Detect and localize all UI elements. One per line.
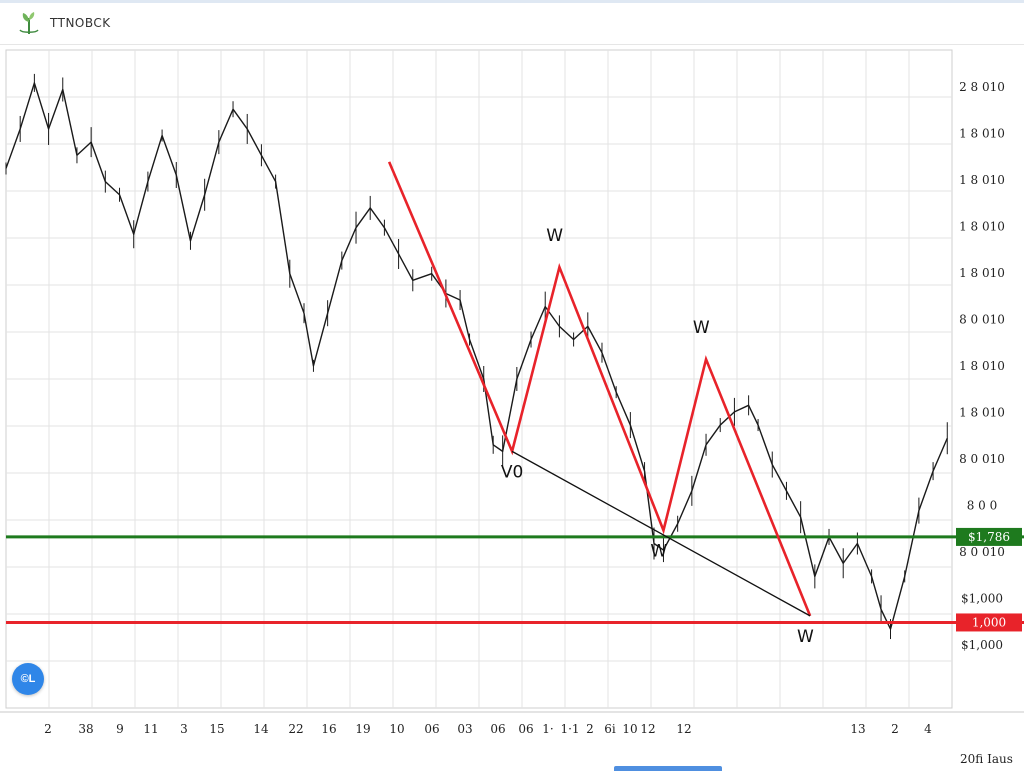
y-tick-label: 1 8 010: [959, 266, 1005, 280]
x-tick-label: 06: [424, 722, 439, 736]
y-tick-label: 1 8 010: [959, 220, 1005, 234]
x-tick-label: 1·: [542, 722, 553, 736]
y-tick-label: 2 8 010: [959, 80, 1005, 94]
x-tick-label: 12: [640, 722, 655, 736]
x-tick-label: 6i: [604, 722, 616, 736]
support-label: $1,786: [968, 530, 1010, 544]
x-tick-label: 3: [180, 722, 188, 736]
x-tick-label: 2: [44, 722, 52, 736]
x-axis: 2 38 9 11 3 15 14 22 16 19 10 06 03 06 06 1· 1·1 2 6i 10 12 1…: [0, 711, 1024, 736]
wave-label: W: [650, 542, 667, 562]
wave-label: W: [693, 318, 710, 338]
top-bar: TTNOBCK: [0, 0, 1024, 45]
x-tick-label: 19: [355, 722, 370, 736]
resistance-label: 1,000: [972, 615, 1006, 629]
x-tick-label: 16: [321, 722, 336, 736]
resistance-tag: [956, 613, 1022, 632]
y-tick-label: $1,000: [961, 592, 1003, 606]
wave-label: W: [797, 627, 814, 647]
x-tick-label: 10: [622, 722, 637, 736]
wave-label: V0: [501, 463, 523, 483]
price-levels: $1,786 1,000: [6, 527, 1024, 632]
x-tick-label: 9: [116, 722, 124, 736]
corner-label: 20fi Iaus: [960, 752, 1013, 766]
chart-grid: [5, 49, 953, 709]
y-tick-label: 8 0 0: [967, 499, 998, 513]
wave-line: [387, 161, 812, 617]
y-tick-label: $1,000: [961, 638, 1003, 652]
x-tick-label: 4: [924, 722, 932, 736]
x-tick-label: 06: [518, 722, 533, 736]
x-tick-label: 14: [253, 722, 269, 736]
y-tick-label: 1 8 010: [959, 406, 1005, 420]
x-tick-label: 06: [490, 722, 505, 736]
x-tick-label: 13: [850, 722, 865, 736]
wave-pattern: [387, 161, 812, 617]
x-tick-label: 2: [586, 722, 594, 736]
y-tick-label: 8 0 010: [959, 545, 1005, 559]
y-tick-label: 1 8 010: [959, 127, 1005, 141]
price-line: [5, 82, 948, 630]
y-tick-label: 8 0 010: [959, 452, 1005, 466]
brand-name: TTNOBCK: [50, 16, 111, 30]
x-tick-label: 11: [143, 722, 158, 736]
support-tag: [956, 527, 1022, 546]
x-tick-label: 12: [676, 722, 691, 736]
y-axis: 2 8 010 1 8 010 1 8 010 1 8 010 1 8 010 8 0 0…: [959, 80, 1005, 652]
wave-label: W: [546, 226, 563, 246]
x-tick-label: 38: [78, 722, 93, 736]
wave-labels: W W V0 W W: [501, 226, 814, 647]
trendline: [511, 450, 811, 617]
chat-bubble-icon[interactable]: ©L: [12, 663, 44, 695]
y-tick-label: 8 0 010: [959, 313, 1005, 327]
x-tick-label: 1·1: [560, 722, 579, 736]
x-tick-label: 2: [891, 722, 899, 736]
x-tick-label: 10: [389, 722, 404, 736]
plant-logo-icon: [19, 12, 39, 34]
price-series: [5, 73, 948, 640]
x-tick-label: 03: [457, 722, 472, 736]
y-tick-label: 1 8 010: [959, 173, 1005, 187]
x-tick-label: 15: [209, 722, 224, 736]
x-tick-label: 22: [288, 722, 303, 736]
bottom-scroll-tab[interactable]: [614, 766, 722, 771]
y-tick-label: 1 8 010: [959, 359, 1005, 373]
